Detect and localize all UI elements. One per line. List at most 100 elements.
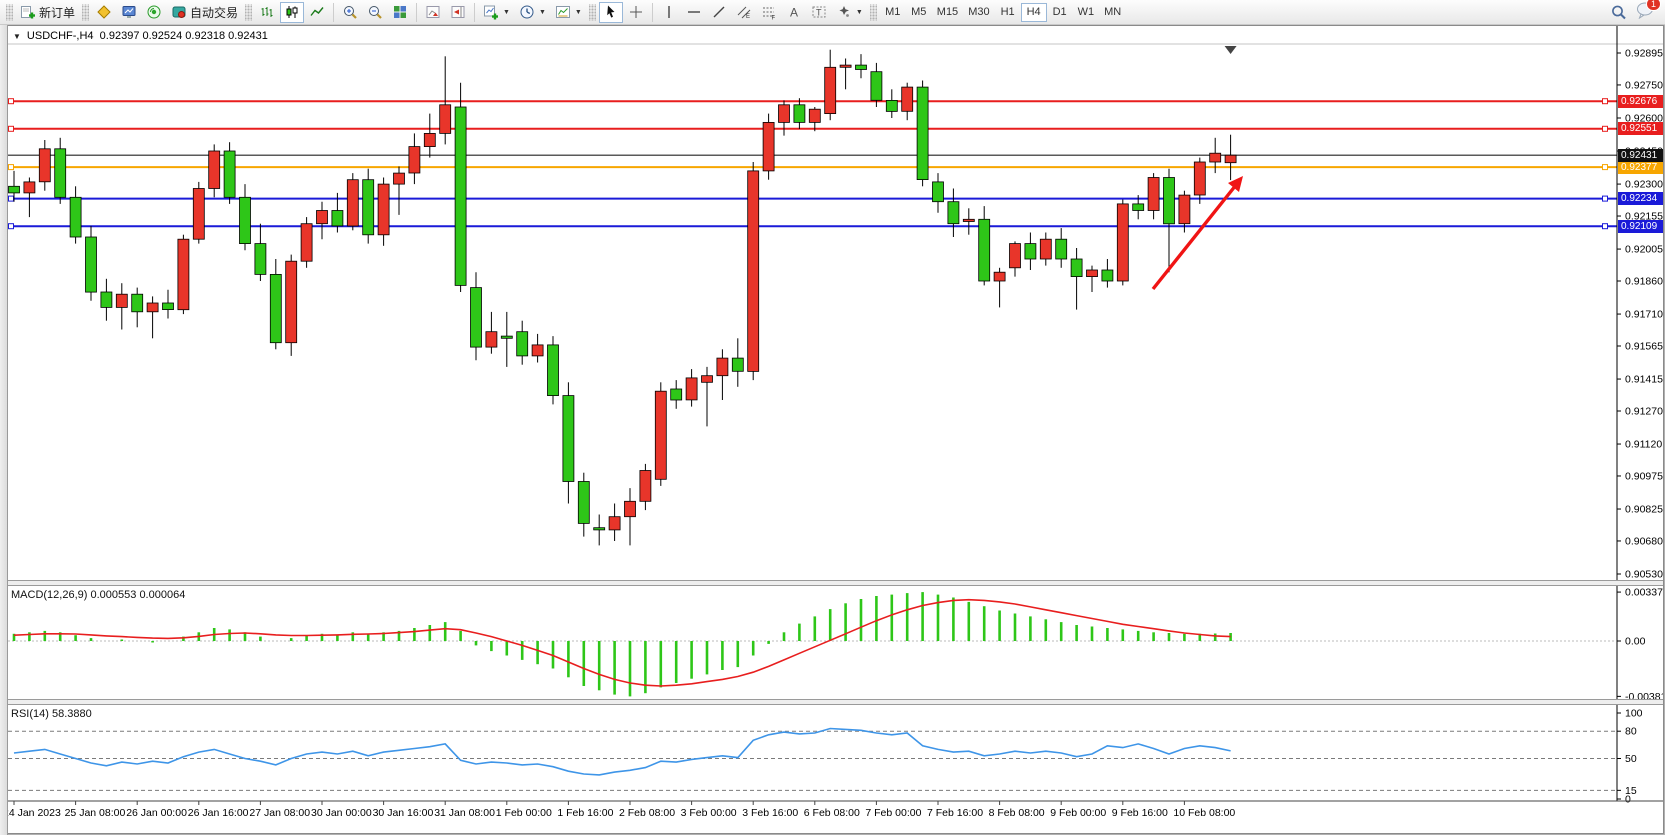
macd-signal-value: 0.000064 bbox=[139, 589, 186, 601]
vertical-line-button[interactable] bbox=[657, 2, 681, 23]
chart-shift-button[interactable] bbox=[446, 2, 470, 23]
tf-button-M5[interactable]: M5 bbox=[906, 3, 932, 22]
new-order-button[interactable]: 新订单 bbox=[16, 2, 79, 23]
svg-text:F: F bbox=[771, 16, 775, 21]
chart-line-button[interactable] bbox=[305, 2, 329, 23]
svg-text:0.91860: 0.91860 bbox=[1625, 276, 1663, 288]
periods-button[interactable]: ▼ bbox=[515, 2, 550, 23]
tf-button-H4[interactable]: H4 bbox=[1020, 2, 1047, 22]
fibonacci-icon: F bbox=[762, 7, 775, 21]
auto-scroll-button[interactable] bbox=[421, 2, 445, 23]
zoom-out-icon bbox=[369, 6, 382, 19]
macd-label: MACD(12,26,9) 0.000553 0.000064 bbox=[11, 589, 186, 601]
svg-text:0.91270: 0.91270 bbox=[1625, 406, 1663, 418]
tf-button-W1[interactable]: W1 bbox=[1073, 3, 1100, 22]
text-button[interactable]: A bbox=[782, 2, 806, 23]
price-tag-0.92551: 0.92551 bbox=[1618, 122, 1663, 136]
time-axis[interactable]: 24 Jan 2023 25 Jan 08:00 26 Jan 00:00 26 Ja… bbox=[3, 800, 1663, 819]
toolbar-grip[interactable] bbox=[588, 3, 596, 21]
trendline-button[interactable] bbox=[707, 2, 731, 23]
bar-chart-icon bbox=[261, 7, 273, 17]
search-button[interactable] bbox=[1606, 2, 1631, 23]
cursor-button[interactable] bbox=[598, 1, 623, 23]
svg-text:0.90680: 0.90680 bbox=[1625, 536, 1663, 548]
price-tag-0.92234: 0.92234 bbox=[1618, 192, 1663, 206]
crosshair-icon bbox=[629, 6, 642, 18]
zoom-out-button[interactable] bbox=[363, 2, 387, 23]
notifications[interactable]: 1 bbox=[1635, 0, 1661, 24]
chart-title: ▼ USDCHF-,H4 0.92397 0.92524 0.92318 0.92… bbox=[13, 30, 268, 42]
tf-button-M15[interactable]: M15 bbox=[932, 3, 963, 22]
svg-text:3 Feb 00:00: 3 Feb 00:00 bbox=[681, 807, 737, 819]
zoom-in-button[interactable] bbox=[338, 2, 362, 23]
rsi-value: 58.3880 bbox=[51, 708, 92, 720]
svg-text:2 Feb 08:00: 2 Feb 08:00 bbox=[619, 807, 675, 819]
svg-text:30 Jan 00:00: 30 Jan 00:00 bbox=[311, 807, 372, 819]
svg-text:80: 80 bbox=[1625, 726, 1637, 738]
new-chart-button[interactable]: ▼ bbox=[479, 2, 514, 23]
signals-button[interactable] bbox=[142, 2, 166, 23]
hline-objects[interactable] bbox=[8, 98, 1617, 230]
arrows-button[interactable]: ▼ bbox=[832, 2, 867, 23]
text-label-icon: T bbox=[812, 6, 826, 18]
indicator-list-button[interactable] bbox=[92, 2, 116, 23]
text-icon: A bbox=[790, 6, 798, 20]
svg-text:0.003374: 0.003374 bbox=[1625, 587, 1665, 599]
templates-button[interactable]: ▼ bbox=[551, 2, 586, 23]
toolbar-grip[interactable] bbox=[82, 3, 90, 21]
window-left-edge bbox=[0, 25, 8, 835]
new-order-icon bbox=[21, 6, 35, 19]
svg-text:0.92895: 0.92895 bbox=[1625, 48, 1663, 60]
macd-main-value: 0.000553 bbox=[90, 589, 137, 601]
svg-text:0.91415: 0.91415 bbox=[1625, 374, 1663, 386]
market-watch-button[interactable] bbox=[117, 2, 141, 23]
svg-text:0: 0 bbox=[1625, 794, 1631, 806]
tf-button-MN[interactable]: MN bbox=[1099, 3, 1126, 22]
tf-button-D1[interactable]: D1 bbox=[1047, 3, 1073, 22]
auto-trading-button[interactable]: 自动交易 bbox=[167, 2, 242, 23]
chart-bars-button[interactable] bbox=[255, 2, 279, 23]
svg-text:30 Jan 16:00: 30 Jan 16:00 bbox=[373, 807, 434, 819]
crosshair-button[interactable] bbox=[624, 2, 648, 23]
equidistant-channel-button[interactable]: E bbox=[732, 2, 756, 23]
tf-button-M1[interactable]: M1 bbox=[880, 3, 906, 22]
tf-button-H1[interactable]: H1 bbox=[995, 3, 1021, 22]
toolbar-grip[interactable] bbox=[6, 3, 13, 21]
dropdown-caret-icon: ▼ bbox=[503, 8, 510, 16]
toolbar-grip[interactable] bbox=[245, 3, 253, 21]
svg-text:1 Feb 00:00: 1 Feb 00:00 bbox=[496, 807, 552, 819]
chart-shift-marker[interactable] bbox=[1224, 46, 1237, 54]
svg-text:31 Jan 08:00: 31 Jan 08:00 bbox=[434, 807, 495, 819]
svg-text:25 Jan 08:00: 25 Jan 08:00 bbox=[65, 807, 126, 819]
svg-text:A: A bbox=[790, 6, 798, 20]
svg-text:0.90825: 0.90825 bbox=[1625, 504, 1663, 516]
svg-text:26 Jan 16:00: 26 Jan 16:00 bbox=[188, 807, 249, 819]
horizontal-line-button[interactable] bbox=[682, 2, 706, 23]
svg-text:0.92005: 0.92005 bbox=[1625, 244, 1663, 256]
fibonacci-button[interactable]: F bbox=[757, 2, 781, 23]
svg-text:24 Jan 2023: 24 Jan 2023 bbox=[3, 807, 61, 819]
toolbar-grip[interactable] bbox=[869, 3, 877, 21]
chart-candles-button[interactable] bbox=[280, 1, 305, 23]
svg-text:0.91565: 0.91565 bbox=[1625, 341, 1663, 353]
svg-text:0.90530: 0.90530 bbox=[1625, 569, 1663, 581]
tf-button-M30[interactable]: M30 bbox=[963, 3, 994, 22]
dropdown-caret-icon: ▼ bbox=[574, 8, 582, 16]
svg-text:9 Feb 00:00: 9 Feb 00:00 bbox=[1050, 807, 1106, 819]
zoom-in-icon bbox=[344, 6, 357, 19]
svg-text:E: E bbox=[746, 14, 750, 20]
price-tag-0.92377: 0.92377 bbox=[1618, 160, 1663, 174]
trendline-icon bbox=[713, 6, 725, 18]
trend-arrow[interactable] bbox=[1151, 176, 1243, 291]
text-label-button[interactable]: T bbox=[807, 2, 831, 23]
one-click-trading-icon[interactable]: ▼ bbox=[13, 32, 21, 41]
candles-layer[interactable] bbox=[8, 49, 1237, 546]
cursor-icon bbox=[607, 5, 615, 18]
auto-trading-icon bbox=[172, 6, 186, 18]
timeframe-bar: M1 M5 M15 M30 H1 H4 D1 W1 MN bbox=[880, 2, 1126, 22]
svg-text:0.92300: 0.92300 bbox=[1625, 179, 1663, 191]
auto-scroll-icon bbox=[426, 6, 440, 18]
tile-windows-button[interactable] bbox=[388, 2, 412, 23]
